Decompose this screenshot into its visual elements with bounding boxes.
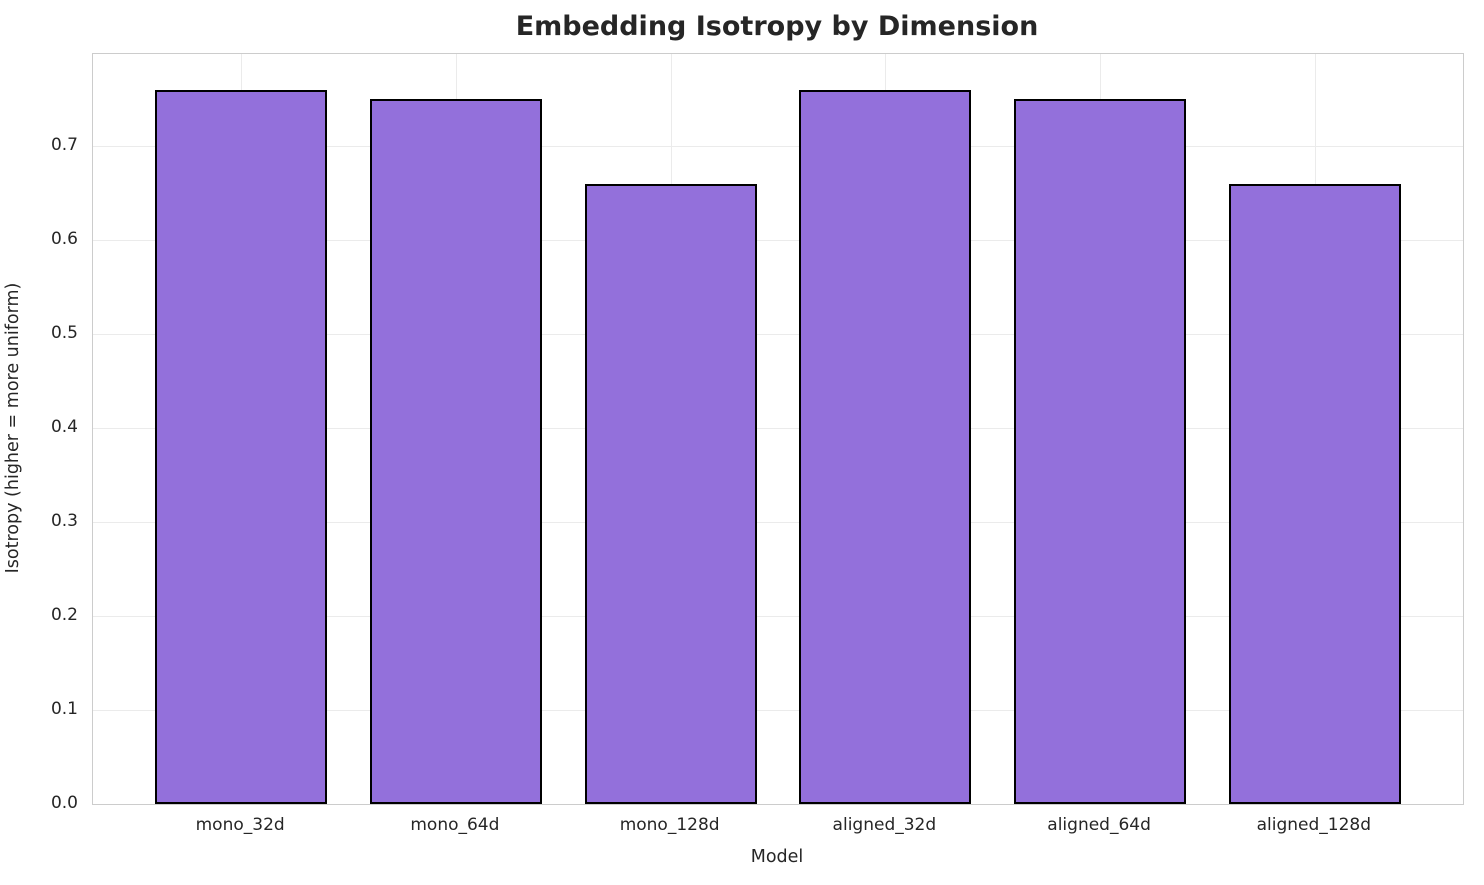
- y-tick-label: 0.3: [50, 511, 78, 532]
- x-tick-label: mono_32d: [195, 815, 285, 835]
- bar-aligned_128d: [1228, 183, 1401, 804]
- y-tick-label: 0.5: [50, 323, 78, 344]
- bar-mono_128d: [584, 183, 757, 804]
- h-gridline: [93, 616, 1463, 618]
- y-tick-label: 0.0: [50, 793, 78, 813]
- y-tick-label: 0.6: [50, 229, 78, 250]
- y-tick-label: 0.1: [50, 699, 78, 719]
- bar-aligned_64d: [1014, 99, 1186, 804]
- h-gridline: [93, 522, 1463, 524]
- h-gridline: [93, 334, 1463, 336]
- y-tick-label: 0.7: [50, 135, 78, 156]
- x-tick-label: mono_128d: [619, 815, 720, 835]
- x-tick-label: aligned_32d: [832, 815, 937, 835]
- bar-aligned_32d: [799, 89, 972, 804]
- y-tick-label: 0.2: [50, 605, 78, 626]
- bar-mono_64d: [370, 99, 542, 804]
- chart-title: Embedding Isotropy by Dimension: [515, 11, 1039, 42]
- y-tick-label: 0.4: [50, 417, 78, 438]
- x-tick-label: aligned_64d: [1047, 815, 1151, 835]
- x-axis-label: Model: [750, 847, 804, 867]
- h-gridline: [93, 146, 1463, 148]
- h-gridline: [93, 428, 1463, 430]
- x-tick-label: aligned_128d: [1256, 815, 1372, 835]
- plot-area: [92, 53, 1464, 805]
- h-gridline: [93, 710, 1463, 711]
- x-tick-label: mono_64d: [410, 815, 500, 835]
- bar-mono_32d: [155, 89, 328, 804]
- h-gridline: [93, 240, 1463, 242]
